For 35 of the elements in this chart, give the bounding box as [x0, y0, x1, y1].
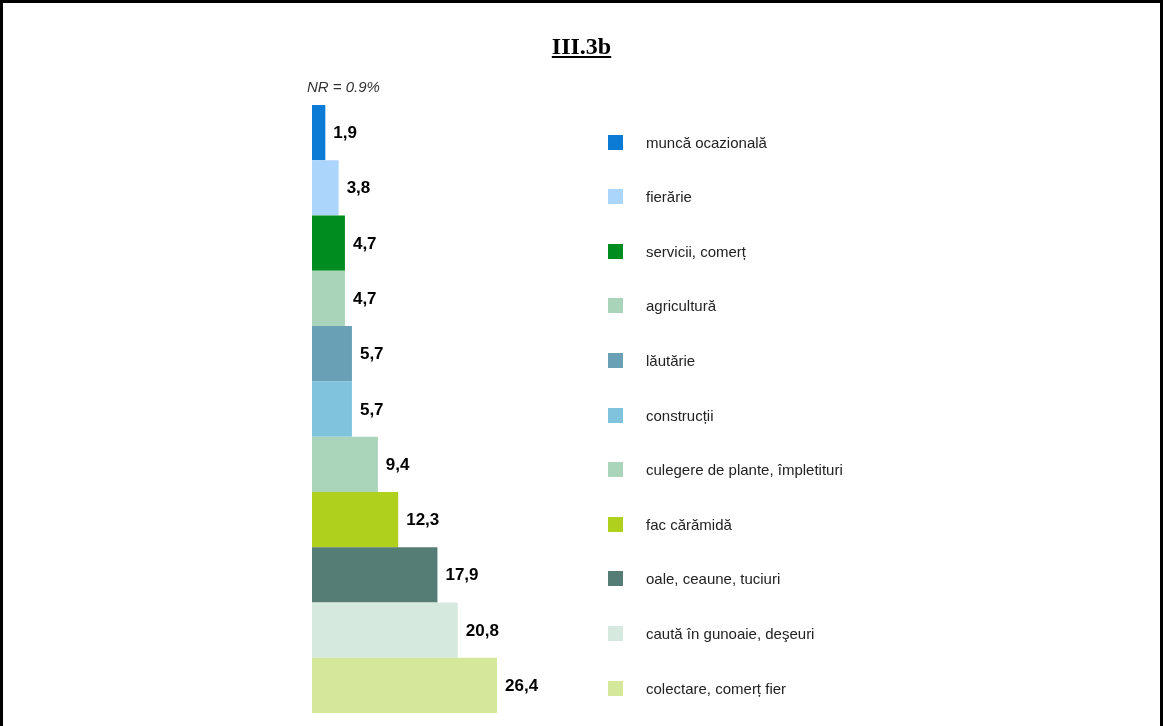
data-label: 20,8 — [465, 620, 499, 640]
y-tick-label: lăutărie — [646, 351, 696, 369]
y-tick-label: muncă ocazională — [646, 133, 767, 151]
y-tick-label: caută în gunoaie, deşeuri — [646, 624, 815, 642]
data-label: 26,4 — [505, 675, 539, 695]
data-label: 1,9 — [333, 123, 357, 143]
bar — [312, 602, 458, 658]
bar — [312, 105, 326, 161]
bar — [312, 657, 497, 713]
y-tick-label: culegere de plante, împletituri — [646, 461, 843, 479]
bar — [312, 270, 345, 327]
bar — [312, 547, 438, 603]
text: III.3b — [551, 33, 612, 59]
bar — [312, 491, 399, 548]
data-label: 5,7 — [359, 344, 384, 364]
y-tick-label: servicii, comerț — [646, 242, 747, 260]
y-tick-label: agricultură — [646, 297, 717, 315]
data-label: 3,8 — [346, 178, 371, 198]
y-tick-label: construcții — [646, 406, 714, 424]
data-label: 4,7 — [352, 288, 377, 308]
bar — [312, 326, 352, 382]
bar — [312, 381, 352, 437]
data-label: 17,9 — [445, 565, 479, 585]
data-label: 12,3 — [406, 510, 440, 530]
data-label: 4,7 — [352, 233, 377, 253]
y-tick-label: colectare, comerț fier — [646, 679, 787, 697]
text: NR = 0.9% — [307, 78, 380, 95]
data-label: 9,4 — [385, 454, 411, 474]
data-label: 5,7 — [359, 399, 384, 419]
bar — [312, 436, 378, 492]
bar — [312, 215, 345, 271]
y-tick-label: fac cărămidă — [646, 515, 732, 533]
y-tick-label: fierărie — [646, 188, 692, 206]
bar — [312, 160, 339, 216]
y-tick-label: oale, ceaune, tuciuri — [646, 570, 781, 588]
